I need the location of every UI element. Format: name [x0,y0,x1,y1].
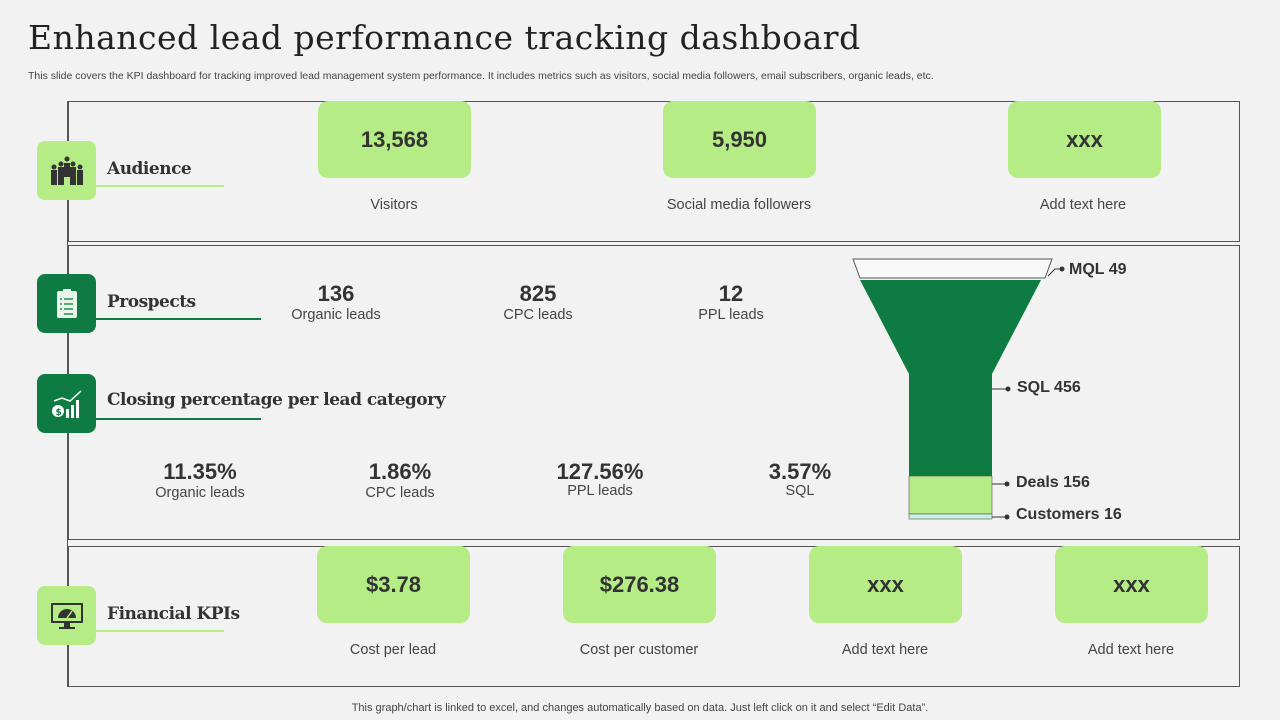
funnel-stage-deals [908,475,993,515]
metric-value: 3.57% [768,459,832,484]
metric-value: 1.86% [368,459,432,484]
funnel-label-sql: SQL 456 [1017,379,1081,396]
kpi-card-visitors: 13,568 [318,101,471,178]
section-label-prospects: Prospects [107,292,196,312]
money-growth-chart-icon: $ [37,374,96,433]
section-label-closing: Closing percentage per lead category [107,390,445,410]
prospects-underline [96,318,261,320]
page-subtitle: This slide covers the KPI dashboard for … [28,70,934,82]
metric-closing-sql: 3.57% SQL [720,459,880,499]
kpi-label: Cost per lead [349,642,437,658]
funnel-stage-mql [852,258,1053,279]
metric-value: 11.35% [163,459,237,484]
kpi-label: Add text here [1039,197,1127,213]
metric-label: PPL leads [567,483,633,499]
metric-label: CPC leads [503,307,573,323]
kpi-label: Social media followers [666,197,812,213]
metric-value: 825 [519,281,557,306]
funnel-label-mql: MQL 49 [1069,261,1127,278]
funnel-label-customers: Customers 16 [1016,506,1122,523]
clipboard-checklist-icon [37,274,96,333]
footer-note: This graph/chart is linked to excel, and… [351,702,929,714]
kpi-card-placeholder: xxx [1008,101,1161,178]
section-label-financial: Financial KPIs [107,604,240,624]
metric-label: Organic leads [291,307,381,323]
section-label-audience: Audience [107,159,192,179]
metric-ppl-leads: 12 PPL leads [651,281,811,323]
metric-closing-ppl: 127.56% PPL leads [520,459,680,499]
funnel-stage-sql [860,280,1041,476]
kpi-card-social: 5,950 [663,101,816,178]
kpi-label: Add text here [841,642,929,658]
metric-value: 12 [718,281,744,306]
metric-value: 136 [317,281,355,306]
kpi-label: Cost per customer [579,642,699,658]
metric-closing-cpc: 1.86% CPC leads [320,459,480,501]
metric-organic-leads: 136 Organic leads [256,281,416,323]
kpi-label: Visitors [370,197,418,213]
funnel-stage-customers [908,513,993,520]
kpi-card-placeholder: xxx [809,546,962,623]
metric-closing-organic: 11.35% Organic leads [120,459,280,501]
kpi-card-placeholder: xxx [1055,546,1208,623]
metric-cpc-leads: 825 CPC leads [458,281,618,323]
svg-text:$: $ [55,408,61,418]
metric-label: SQL [785,483,815,499]
kpi-label: Add text here [1087,642,1175,658]
kpi-card-cost-per-lead: $3.78 [317,546,470,623]
metric-label: PPL leads [698,307,764,323]
metric-value: 127.56% [556,459,644,484]
audience-underline [96,185,224,187]
people-group-icon [37,141,96,200]
kpi-card-cost-per-customer: $276.38 [563,546,716,623]
metric-label: Organic leads [155,485,245,501]
metric-label: CPC leads [365,485,435,501]
closing-underline [96,418,261,420]
financial-underline [96,630,224,632]
monitor-gauge-icon [37,586,96,645]
funnel-label-deals: Deals 156 [1016,474,1090,491]
page-title: Enhanced lead performance tracking dashb… [28,18,861,57]
